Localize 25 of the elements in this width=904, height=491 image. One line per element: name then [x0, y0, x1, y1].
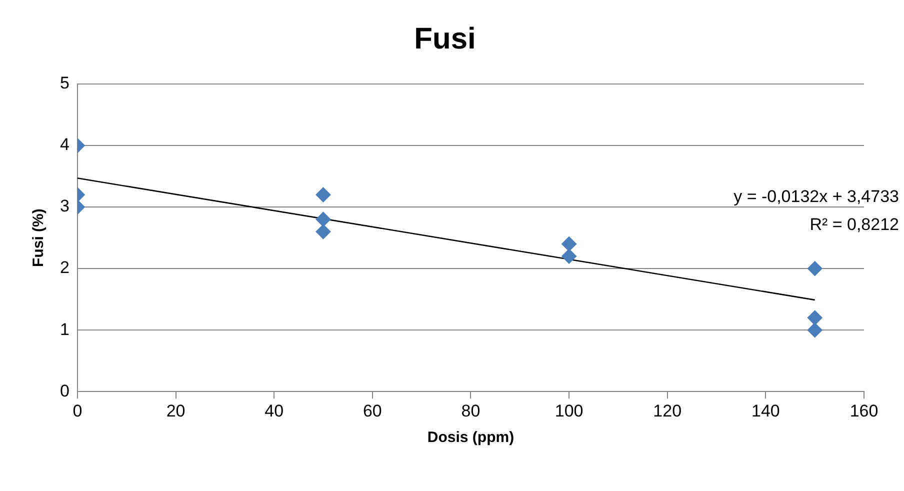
x-tick-label: 160 [850, 401, 878, 420]
annotation: y = -0,0132x + 3,4733 [734, 186, 899, 206]
y-tick-label: 0 [60, 381, 70, 400]
x-tick-label: 60 [362, 401, 382, 420]
x-tick-label: 120 [653, 401, 682, 420]
y-axis-title: Fusi (%) [30, 208, 48, 267]
x-tick-label: 0 [72, 401, 82, 420]
y-tick-label: 3 [60, 196, 70, 216]
x-tick-label: 40 [264, 401, 284, 420]
y-tick-label: 4 [60, 135, 70, 154]
annotation: R² = 0,8212 [810, 214, 899, 234]
y-tick-label: 2 [60, 258, 70, 278]
x-tick-label: 20 [166, 401, 186, 420]
point [562, 248, 577, 264]
x-axis-title: Dosis (ppm) [427, 429, 514, 446]
x-tick-label: 140 [751, 401, 780, 420]
point [807, 310, 822, 326]
point [807, 261, 822, 276]
x-tick-label: 100 [554, 401, 584, 420]
chart-title: Fusi [414, 22, 476, 56]
y-tick-label: 5 [60, 74, 70, 93]
y-tick-label: 1 [60, 320, 70, 339]
x-tick-label: 80 [461, 401, 480, 420]
point [807, 322, 822, 338]
point [562, 236, 577, 252]
